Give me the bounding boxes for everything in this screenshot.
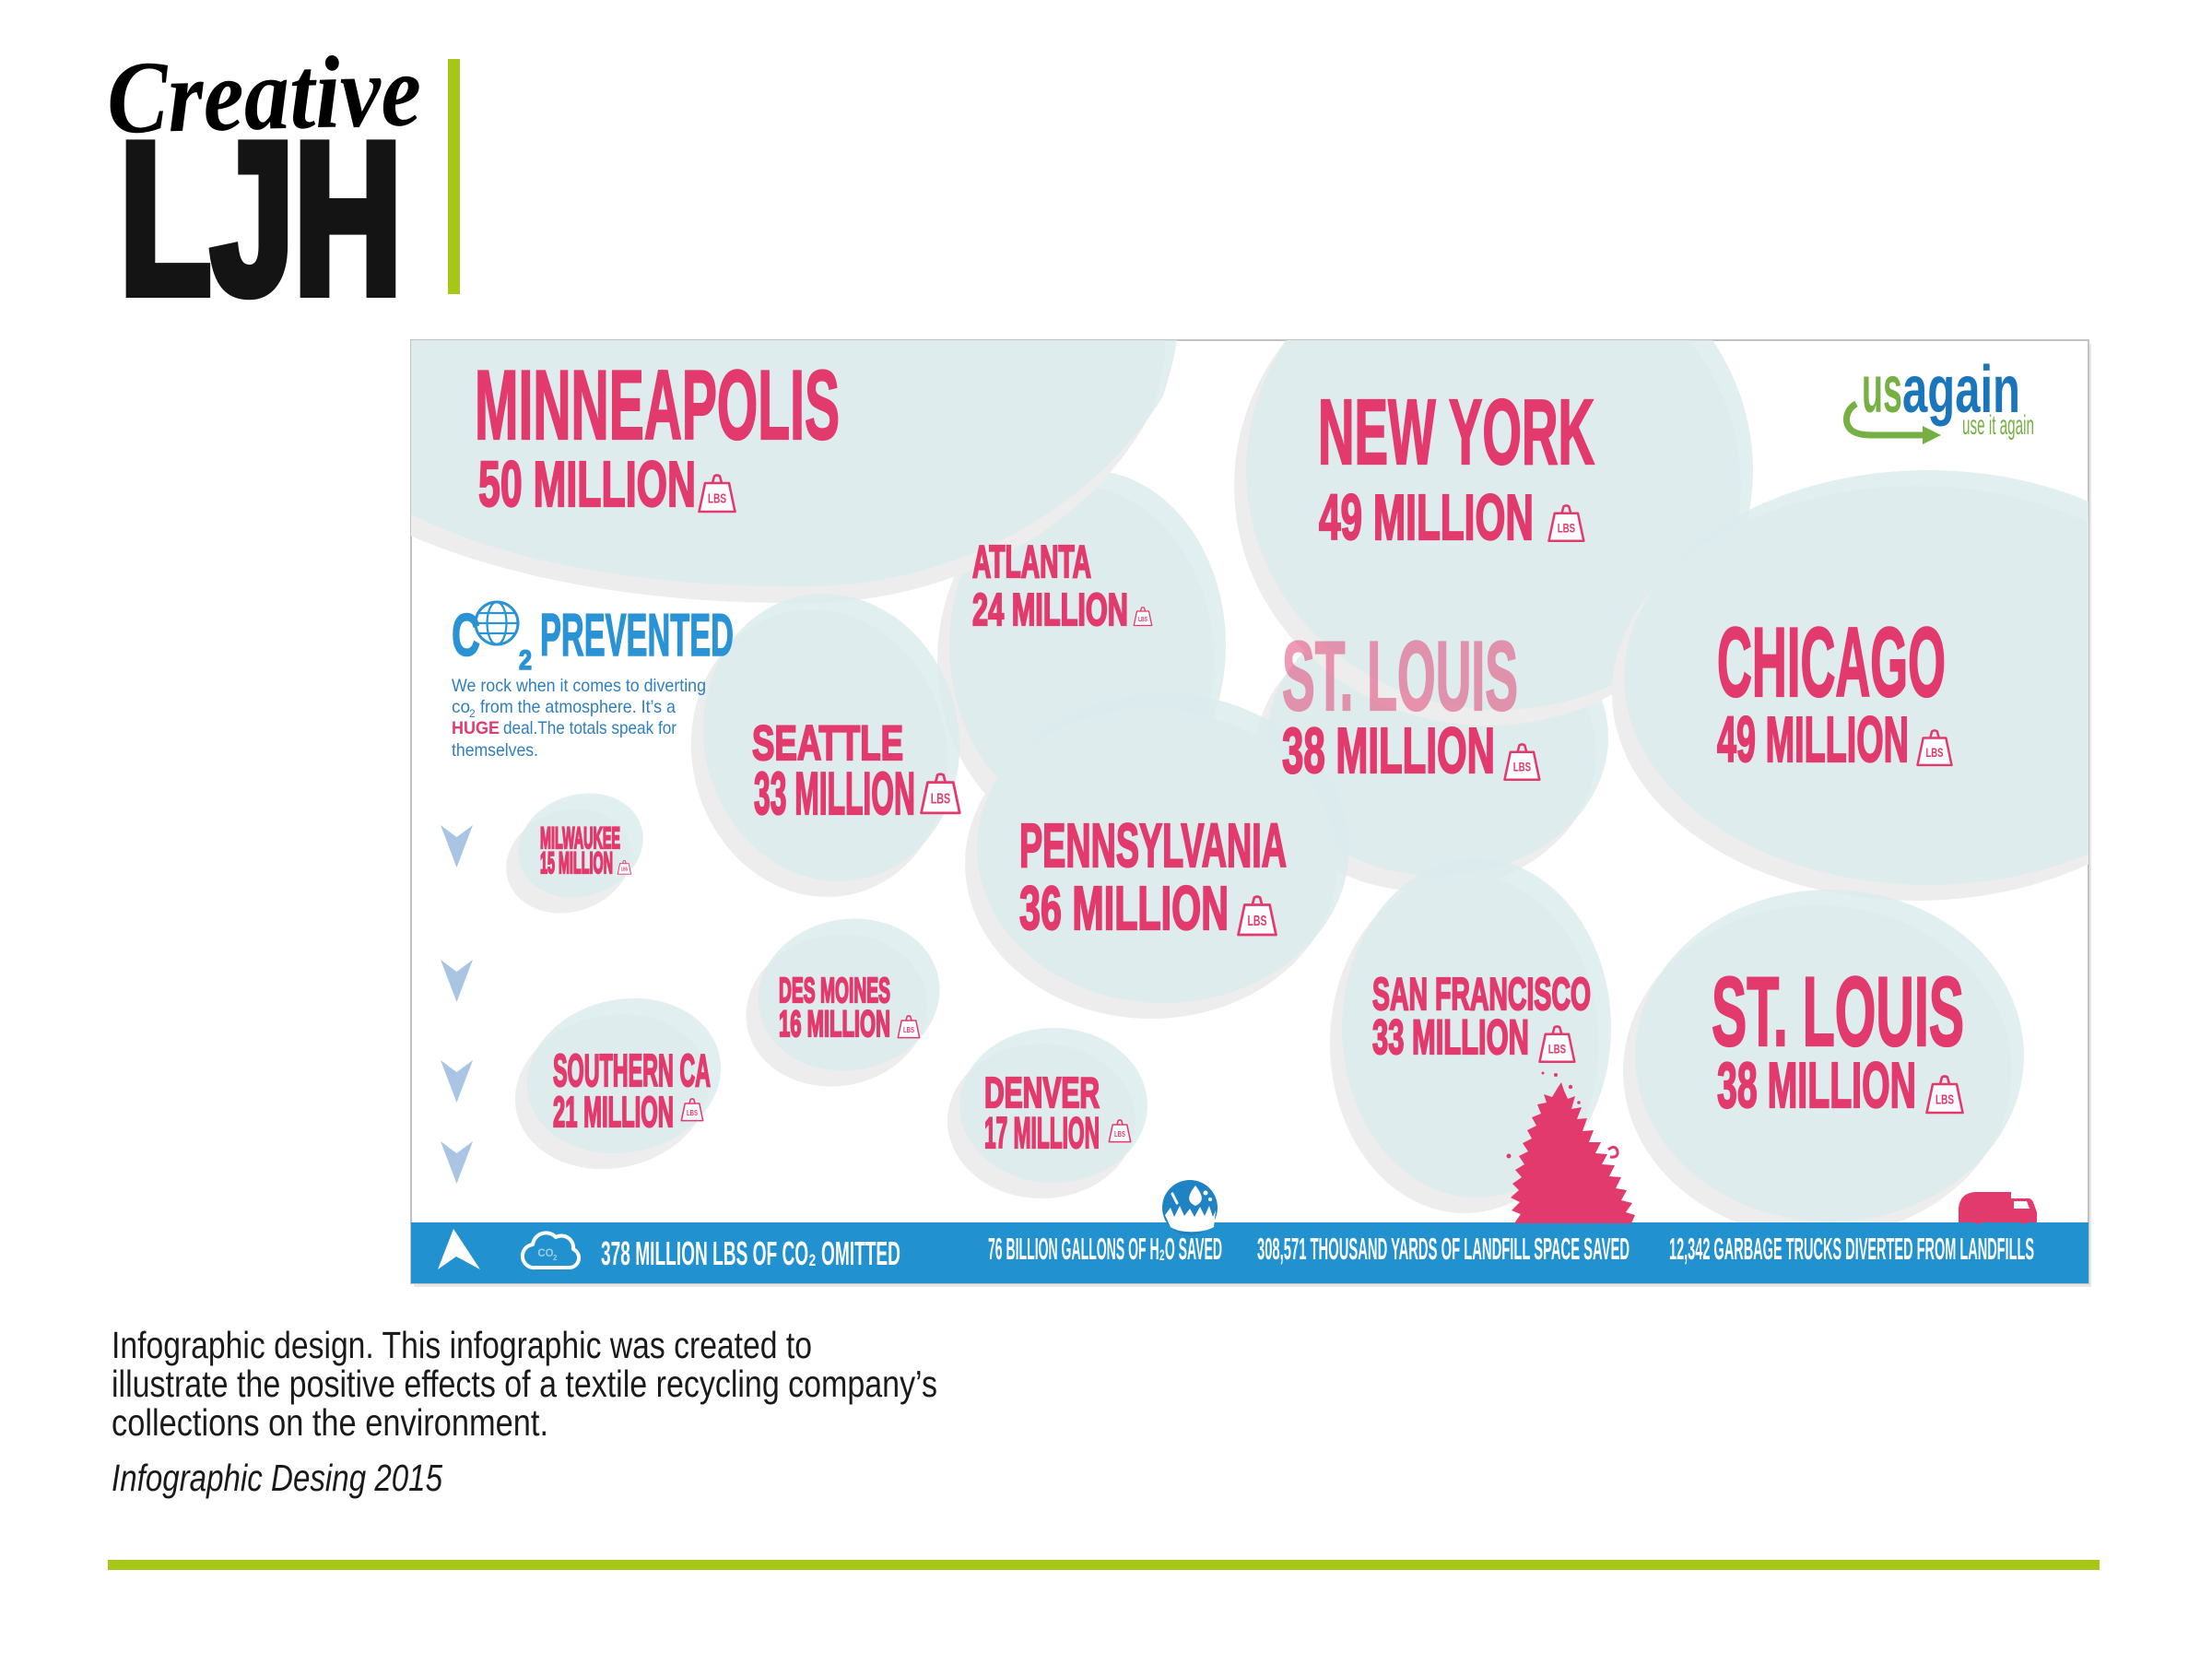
svg-text:33 MILLION: 33 MILLION xyxy=(754,760,915,827)
svg-text:deal.The totals speak for: deal.The totals speak for xyxy=(503,718,677,738)
svg-text:MINNEAPOLIS: MINNEAPOLIS xyxy=(475,349,840,460)
svg-text:16 MILLION: 16 MILLION xyxy=(779,1004,890,1044)
svg-text:ATLANTA: ATLANTA xyxy=(972,537,1091,587)
svg-text:38 MILLION: 38 MILLION xyxy=(1282,714,1495,786)
svg-text:ST. LOUIS: ST. LOUIS xyxy=(1282,620,1518,731)
svg-text:17 MILLION: 17 MILLION xyxy=(984,1108,1100,1157)
svg-text:NEW YORK: NEW YORK xyxy=(1318,381,1594,484)
svg-text:50 MILLION: 50 MILLION xyxy=(478,448,696,520)
svg-text:SAN FRANCISCO: SAN FRANCISCO xyxy=(1372,970,1591,1020)
svg-text:36 MILLION: 36 MILLION xyxy=(1019,874,1229,943)
svg-text:use it again: use it again xyxy=(1962,410,2034,441)
svg-text:ST. LOUIS: ST. LOUIS xyxy=(1712,956,1964,1067)
svg-text:from the atmosphere. It’s a: from the atmosphere. It’s a xyxy=(480,697,676,717)
svg-text:collections on the environment: collections on the environment. xyxy=(112,1401,548,1444)
svg-text:Infographic design. This infog: Infographic design. This infographic was… xyxy=(112,1324,812,1366)
svg-text:Infographic Desing 2015: Infographic Desing 2015 xyxy=(112,1457,442,1499)
svg-text:again: again xyxy=(1902,353,2020,427)
svg-text:us: us xyxy=(1862,353,1902,427)
svg-text:33 MILLION: 33 MILLION xyxy=(1372,1010,1529,1065)
svg-text:2: 2 xyxy=(553,1254,558,1262)
svg-text:SEATTLE: SEATTLE xyxy=(752,716,903,771)
svg-text:CHICAGO: CHICAGO xyxy=(1717,607,1946,717)
svg-text:themselves.: themselves. xyxy=(452,740,538,761)
svg-text:21 MILLION: 21 MILLION xyxy=(553,1088,674,1136)
svg-text:76 BILLION GALLONS OF H₂O SAVE: 76 BILLION GALLONS OF H₂O SAVED xyxy=(988,1233,1222,1267)
svg-text:24 MILLION: 24 MILLION xyxy=(972,585,1128,635)
svg-text:CO: CO xyxy=(537,1248,553,1259)
svg-text:38 MILLION: 38 MILLION xyxy=(1717,1049,1916,1121)
svg-text:308,571 THOUSAND YARDS OF LAND: 308,571 THOUSAND YARDS OF LANDFILL SPACE… xyxy=(1257,1233,1630,1267)
svg-text:We rock when it comes to diver: We rock when it comes to diverting xyxy=(452,676,706,696)
svg-text:49 MILLION: 49 MILLION xyxy=(1319,481,1534,553)
svg-text:Creative: Creative xyxy=(105,33,422,156)
svg-text:12,342 GARBAGE TRUCKS DIVERTED: 12,342 GARBAGE TRUCKS DIVERTED FROM LAND… xyxy=(1669,1233,2034,1267)
svg-text:C: C xyxy=(452,601,480,668)
svg-text:15 MILLION: 15 MILLION xyxy=(540,846,613,879)
svg-text:2: 2 xyxy=(519,645,532,676)
svg-text:LJH: LJH xyxy=(120,100,402,338)
svg-text:co: co xyxy=(452,697,470,717)
svg-text:MILWAUKEE: MILWAUKEE xyxy=(540,821,620,855)
svg-text:PREVENTED: PREVENTED xyxy=(540,601,734,668)
svg-text:2: 2 xyxy=(469,707,476,720)
svg-text:49 MILLION: 49 MILLION xyxy=(1717,703,1909,775)
svg-text:illustrate the positive effect: illustrate the positive effects of a tex… xyxy=(112,1363,937,1405)
svg-text:SOUTHERN CA: SOUTHERN CA xyxy=(553,1046,711,1096)
svg-text:DES MOINES: DES MOINES xyxy=(779,972,890,1010)
svg-text:378 MILLION LBS OF CO₂ OMITTED: 378 MILLION LBS OF CO₂ OMITTED xyxy=(601,1234,900,1272)
svg-text:HUGE: HUGE xyxy=(452,718,500,738)
svg-text:DENVER: DENVER xyxy=(984,1068,1100,1116)
svg-text:PENNSYLVANIA: PENNSYLVANIA xyxy=(1019,811,1287,880)
